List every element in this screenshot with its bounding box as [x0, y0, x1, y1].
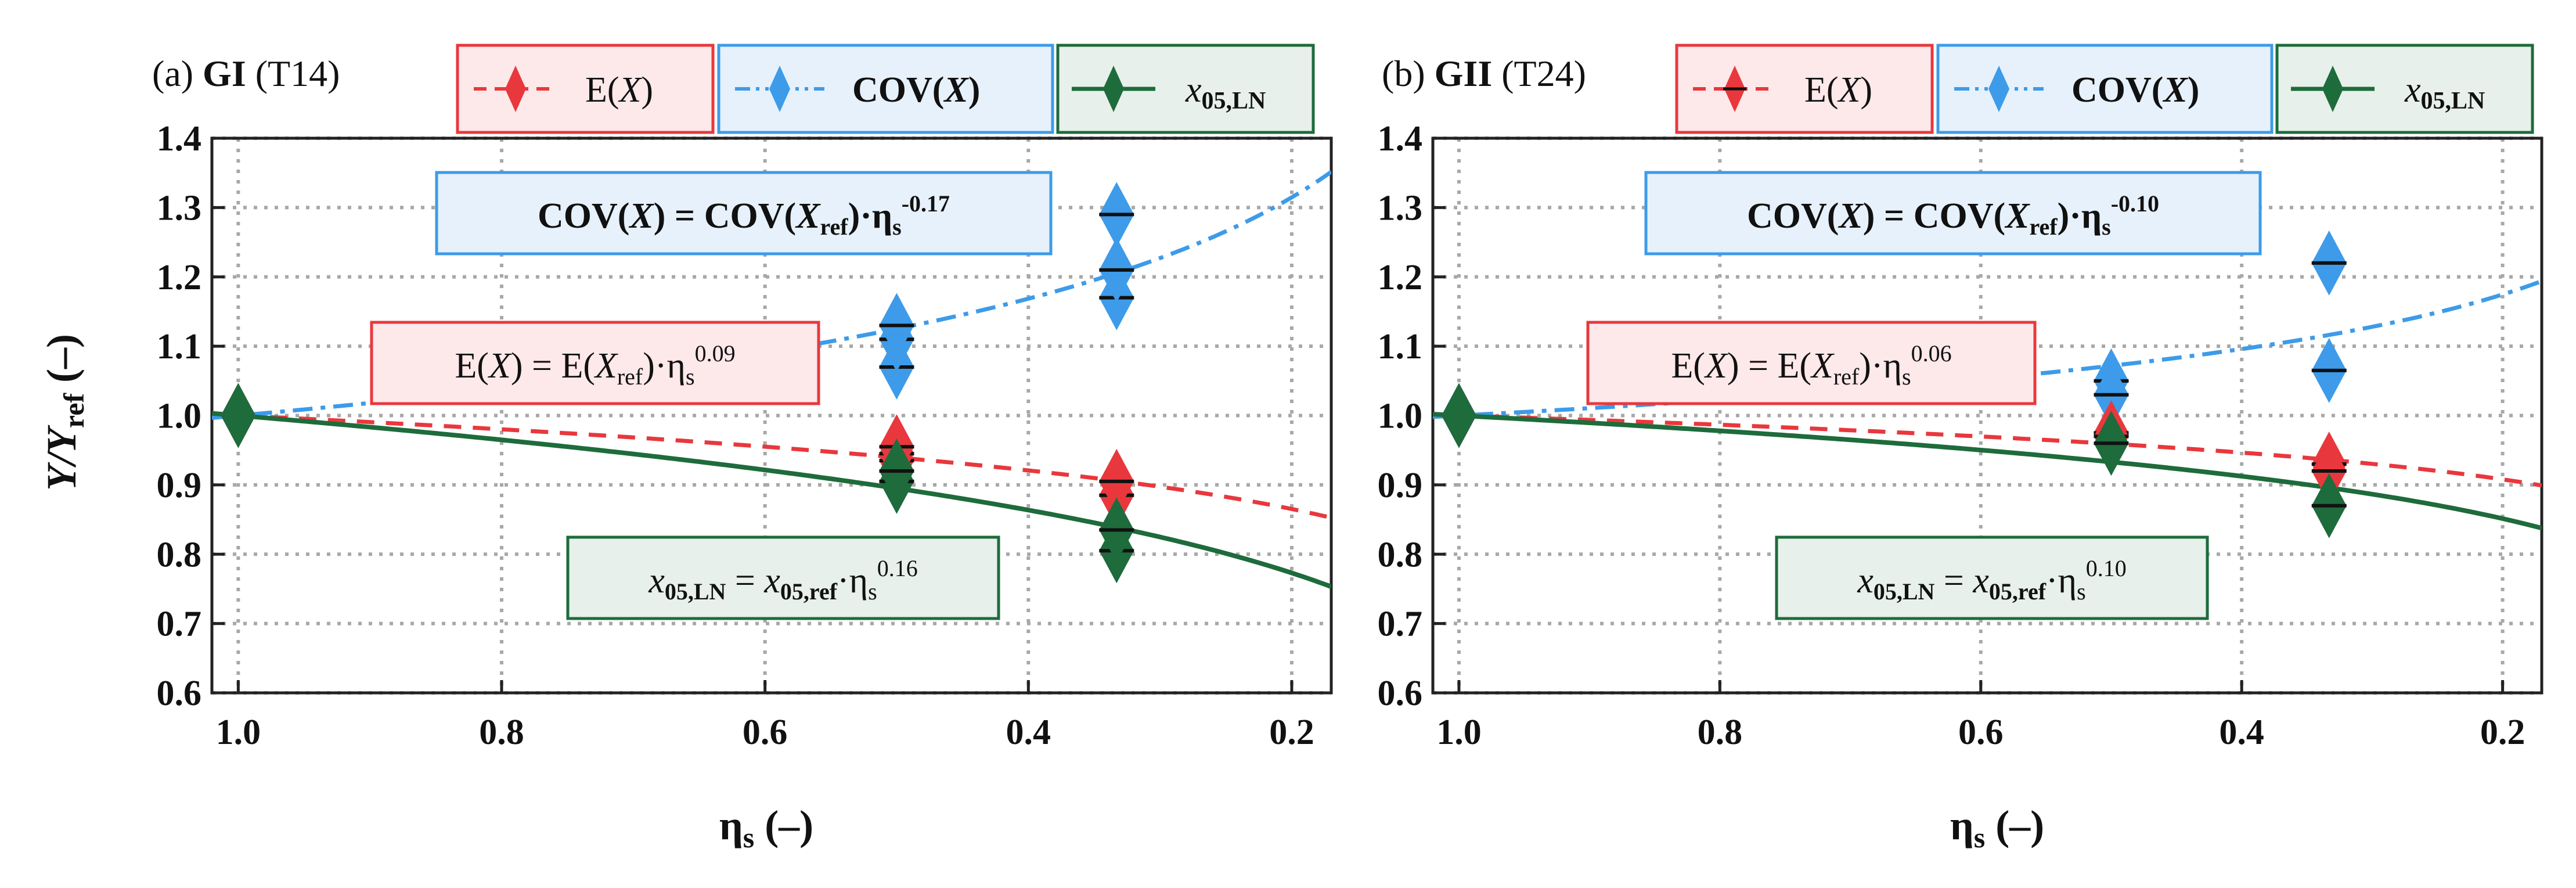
legend-e-marker [505, 66, 526, 112]
panel-a-plot-area: 1.0 0.8 0.6 0.4 0.2 0.6 0.7 0.8 0.9 1.0 1.1 1.2 1.3 1… [157, 119, 1333, 752]
fit-curve-x05 [212, 411, 1331, 589]
y-tick-label: 0.6 [157, 674, 202, 713]
y-tick-label: 1.2 [157, 258, 202, 297]
cov-formula-b: COV(X) = COV(Xref)·ηs-0.10 [1747, 190, 2159, 240]
y-axis-label: Y/Yref (–) [38, 334, 90, 491]
e-formula-a: E(X) = E(Xref)·ηs0.09 [455, 340, 735, 390]
y-tick-label: 1.1 [157, 327, 202, 366]
x-tick-label: 0.4 [2219, 713, 2264, 752]
x-tick-label: 0.4 [1006, 713, 1051, 752]
legend-e-label: E(X) [585, 70, 653, 110]
panel-a-x-axis-label: ηs (–) [719, 802, 813, 854]
legend-x-marker [1103, 66, 1124, 112]
panel-a: (a) GI (T14) E(X) COV(X) x05,LN Y/Yref (… [38, 44, 1333, 854]
panel-b: (b) GII (T24) E(X) COV(X) x05,LN ηs (–) … [1378, 44, 2543, 854]
panel-a-x-annotation: x05,LN = x05,ref·ηs0.16 [566, 535, 1000, 620]
legend-x-label: x05,LN [1185, 70, 1266, 114]
legend-e-label: E(X) [1804, 70, 1872, 110]
e-formula-b: E(X) = E(Xref)·ηs0.06 [1671, 340, 1951, 390]
y-tick-label: 1.3 [157, 188, 202, 228]
y-tick-label: 1.1 [1378, 327, 1423, 366]
x-formula-b: x05,LN = x05,ref·ηs0.10 [1857, 555, 2126, 605]
panel-a-cov-annotation: COV(X) = COV(Xref)·ηs-0.17 [435, 171, 1053, 256]
y-tick-label: 0.6 [1378, 674, 1423, 713]
panel-b-title: (b) GII (T24) [1382, 53, 1586, 94]
y-tick-label: 0.8 [1378, 535, 1423, 574]
x-tick-label: 1.0 [216, 713, 261, 752]
x-tick-label: 0.6 [1958, 713, 2004, 752]
fit-curve-x05 [1433, 412, 2542, 531]
x-tick-label: 0.2 [2480, 713, 2525, 752]
y-tick-label: 0.9 [1378, 466, 1423, 505]
panel-a-title: (a) GI (T14) [152, 53, 340, 94]
legend-cov-label: COV(X) [852, 70, 980, 110]
legend-x-label: x05,LN [2404, 70, 2485, 114]
panel-b-cov-annotation: COV(X) = COV(Xref)·ηs-0.10 [1644, 171, 2262, 256]
y-tick-label: 0.8 [157, 535, 202, 574]
x-formula-a: x05,LN = x05,ref·ηs0.16 [648, 555, 917, 605]
panel-b-x-axis-label: ηs (–) [1950, 802, 2044, 854]
x-tick-label: 1.0 [1436, 713, 1482, 752]
y-tick-label: 1.0 [1378, 397, 1423, 436]
data-point-x05 [1441, 383, 1476, 448]
y-tick-label: 1.3 [1378, 188, 1423, 228]
x-tick-label: 0.8 [479, 713, 524, 752]
y-tick-label: 1.4 [157, 119, 202, 159]
fit-curve-e [1433, 412, 2542, 488]
fit-curve-cov [212, 170, 1331, 420]
panel-a-e-annotation: E(X) = E(Xref)·ηs0.09 [370, 321, 820, 405]
legend-x-marker [2322, 66, 2343, 112]
y-tick-label: 1.4 [1378, 119, 1423, 159]
fit-curve-e [212, 412, 1331, 520]
legend-cov-marker [1988, 66, 2009, 112]
panel-b-x-annotation: x05,LN = x05,ref·ηs0.10 [1775, 535, 2209, 620]
legend-cov-label: COV(X) [2071, 70, 2199, 110]
cov-formula-a: COV(X) = COV(Xref)·ηs-0.17 [538, 190, 950, 240]
x-tick-label: 0.6 [743, 713, 788, 752]
y-tick-label: 0.7 [157, 605, 202, 644]
x-tick-label: 0.2 [1269, 713, 1314, 752]
y-tick-label: 0.7 [1378, 605, 1423, 644]
panel-b-legend: E(X) COV(X) x05,LN [1675, 44, 2534, 134]
y-tick-label: 1.2 [1378, 258, 1423, 297]
y-tick-label: 1.0 [157, 397, 202, 436]
legend-cov-marker [769, 66, 790, 112]
x-tick-label: 0.8 [1698, 713, 1743, 752]
y-tick-label: 0.9 [157, 466, 202, 505]
panel-b-e-annotation: E(X) = E(Xref)·ηs0.06 [1586, 321, 2037, 405]
data-point-x05 [221, 383, 256, 448]
panel-a-legend: E(X) COV(X) x05,LN [456, 44, 1315, 134]
